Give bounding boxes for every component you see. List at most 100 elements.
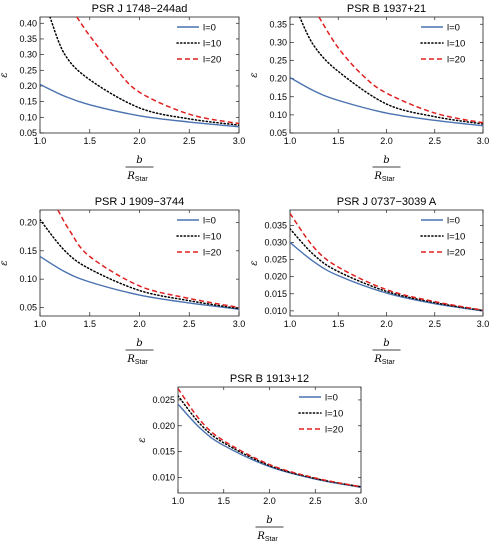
x-axis-label-subscript: Star [382,176,396,183]
x-tick-label: 2.5 [309,496,322,506]
y-tick-label: 0.010 [152,472,175,482]
plot-frame [289,16,484,134]
legend-label: l=10 [203,232,221,243]
x-tick-label: 1.5 [332,136,345,146]
chart-title: PSR B 1913+12 [230,373,309,385]
series-line-l20 [57,210,239,309]
x-tick-label: 1.0 [34,319,47,329]
y-tick-label: 0.20 [269,74,287,84]
x-axis-label-subscript: Star [382,359,396,366]
series-line-l20 [290,212,483,311]
x-axis-label-numerator: b [383,338,389,349]
y-tick-label: 0.30 [269,37,287,47]
legend-label: l=20 [325,425,343,436]
y-tick-label: 0.020 [264,272,287,282]
y-tick-label: 0.10 [19,112,37,122]
x-axis-label-numerator: b [266,515,272,526]
legend-label: l=0 [325,393,338,404]
y-axis-label: ε [0,260,10,265]
x-tick-label: 2.0 [263,496,276,506]
chart-panel-2: PSR B 1937+21 1.0 1.5 2.0 2.5 3.0 0.05 0.10 0.15… [249,3,489,183]
series-line-l0 [290,76,483,127]
x-axis-label-denominator: RStar [373,354,395,366]
y-tick-label: 0.30 [19,50,37,60]
legend-label: l=0 [447,216,460,227]
x-tick-label: 1.0 [172,496,185,506]
chart-panel-1: PSR J 1748−244ad 1.0 1.5 2.0 2.5 3.0 0.05 0.10 0… [0,3,245,183]
legend-label: l=10 [447,232,465,243]
chart-title: PSR B 1937+21 [347,3,426,15]
y-tick-label: 0.20 [19,217,37,227]
y-axis-label: ε [137,437,148,442]
y-tick-label: 0.10 [269,110,287,120]
x-tick-label: 2.5 [183,136,196,146]
y-tick-label: 0.015 [152,447,175,457]
legend-label: l=10 [447,39,465,50]
legend-label: l=0 [203,216,216,227]
y-tick-label: 0.025 [152,395,175,405]
chart-title: PSR J 1748−244ad [92,3,188,15]
chart-panel-5: PSR B 1913+12 1.0 1.5 2.0 2.5 3.0 0.010 0.015 0.… [137,373,367,543]
legend-label: l=0 [447,23,460,34]
y-tick-label: 0.25 [19,65,37,75]
y-tick-label: 0.20 [19,81,37,91]
x-axis-label-denominator: RStar [373,171,395,183]
y-tick-label: 0.05 [269,128,287,138]
y-axis-label: ε [249,72,260,77]
series-line-l10 [298,17,483,125]
x-tick-label: 2.5 [428,319,441,329]
x-axis-label-denominator: RStar [126,354,148,366]
chart-panel-4: PSR J 0737−3039 A 1.0 1.5 2.0 2.5 3.0 0.010 0.0… [249,196,489,366]
x-tick-label: 3.0 [477,136,489,146]
y-tick-label: 0.05 [19,302,37,312]
x-axis-label-subscript: Star [135,176,149,183]
series-line-l0 [40,83,239,128]
x-axis-label-numerator: b [136,155,142,166]
x-axis-label-numerator: b [136,338,142,349]
y-tick-label: 0.40 [19,18,37,28]
legend-label: l=20 [203,55,221,66]
legend-label: l=10 [203,39,221,50]
legend-label: l=0 [203,23,216,34]
x-axis-label-subscript: Star [135,359,149,366]
chart-title: PSR J 0737−3039 A [337,196,437,208]
x-tick-label: 2.0 [380,136,393,146]
series-line-l10 [40,218,239,310]
x-tick-label: 2.5 [428,136,441,146]
y-tick-label: 0.05 [19,128,37,138]
x-tick-label: 3.0 [355,496,368,506]
y-tick-label: 0.030 [264,237,287,247]
y-tick-label: 0.10 [19,274,37,284]
series-line-l0 [40,255,239,310]
chart-title: PSR J 1909−3744 [95,196,185,208]
y-tick-label: 0.15 [19,97,37,107]
x-tick-label: 3.0 [233,319,246,329]
y-tick-label: 0.35 [19,34,37,44]
x-axis-label-numerator: b [383,155,389,166]
series-line-l20 [178,388,361,488]
legend-label: l=10 [325,409,343,420]
series-line-l0 [290,241,483,312]
legend-label: l=20 [447,248,465,259]
x-tick-label: 1.5 [217,496,230,506]
y-tick-label: 0.025 [264,255,287,265]
series-line-l10 [49,17,239,126]
x-tick-label: 2.0 [133,136,146,146]
x-tick-label: 1.5 [332,319,345,329]
series-line-l10 [178,395,361,488]
y-tick-label: 0.035 [264,220,287,230]
y-axis-label: ε [249,260,260,265]
x-tick-label: 1.5 [83,319,96,329]
x-tick-label: 2.5 [183,319,196,329]
y-tick-label: 0.25 [269,56,287,66]
y-tick-label: 0.15 [269,92,287,102]
x-tick-label: 2.0 [133,319,146,329]
y-tick-label: 0.020 [152,421,175,431]
chart-panel-3: PSR J 1909−3744 1.0 1.5 2.0 2.5 3.0 0.05 0.10 0.… [0,196,245,366]
series-line-l10 [290,228,483,312]
y-tick-label: 0.015 [264,289,287,299]
legend-label: l=20 [203,248,221,259]
series-line-l20 [318,17,483,124]
x-tick-label: 3.0 [233,136,246,146]
